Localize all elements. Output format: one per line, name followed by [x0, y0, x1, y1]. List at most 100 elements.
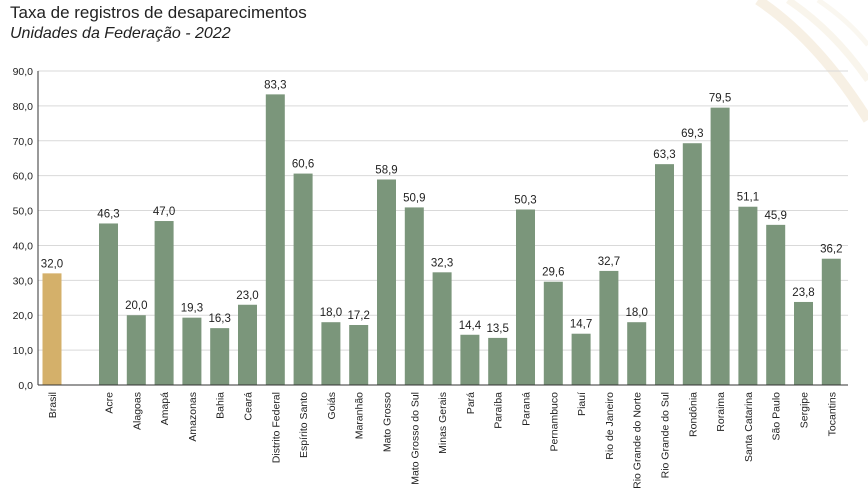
value-label: 50,9 [403, 192, 425, 204]
bar-rondônia [682, 143, 702, 385]
bars [42, 94, 841, 386]
bar-paraíba [488, 337, 508, 385]
x-tick-label: Amazonas [187, 392, 199, 442]
bar-rio-grande-do-norte [627, 322, 647, 385]
x-tick-label: Distrito Federal [270, 392, 282, 463]
x-tick-label: Mato Grosso do Sul [409, 392, 421, 485]
y-tick-label: 90,0 [13, 66, 34, 78]
value-label: 83,3 [264, 79, 286, 91]
y-axis-ticks: 0,0 10,0 20,0 30,0 40,0 50,0 60,0 70,0 80,0 90,0 [13, 66, 34, 392]
x-tick-label: Alagoas [131, 392, 143, 430]
value-label: 13,5 [487, 323, 509, 335]
x-tick-label: Piauí [576, 392, 588, 416]
y-tick-label: 50,0 [13, 206, 34, 218]
bar-são-paulo [766, 224, 786, 385]
value-label: 79,5 [709, 93, 731, 105]
value-label: 69,3 [681, 128, 703, 140]
value-label: 29,6 [542, 267, 564, 279]
bar-espírito-santo [293, 173, 313, 385]
value-label: 23,8 [792, 287, 814, 299]
value-label: 32,3 [431, 257, 453, 269]
bar-roraima [710, 107, 730, 385]
value-label: 20,0 [125, 300, 147, 312]
y-tick-label: 0,0 [18, 380, 33, 392]
x-tick-label: Espírito Santo [298, 392, 310, 458]
bar-paraná [516, 209, 535, 385]
value-label: 32,7 [598, 256, 620, 268]
bar-bahia [210, 328, 230, 385]
x-tick-label: Rio Grande do Sul [660, 392, 672, 478]
y-tick-label: 80,0 [13, 101, 34, 113]
value-label: 19,3 [181, 303, 203, 315]
x-tick-label: São Paulo [771, 392, 783, 441]
x-tick-label: Rio de Janeiro [604, 392, 616, 460]
x-tick-label: Acre [104, 392, 116, 414]
value-label: 50,3 [514, 195, 536, 207]
bar-sergipe [794, 301, 813, 385]
x-tick-label: Maranhão [354, 392, 366, 439]
bar-pará [460, 334, 480, 385]
x-tick-label: Paraíba [493, 392, 505, 429]
value-label: 18,0 [626, 307, 648, 319]
y-tick-label: 70,0 [13, 136, 34, 148]
x-tick-label: Ceará [243, 392, 255, 421]
bar-mato-grosso-do-sul [404, 207, 424, 385]
x-tick-label: Pernambuco [548, 392, 560, 452]
value-label: 32,0 [41, 258, 63, 270]
bar-rio-grande-do-sul [655, 164, 674, 385]
y-tick-label: 10,0 [13, 345, 34, 357]
bar-amazonas [182, 317, 202, 385]
x-tick-label: Tocantins [826, 392, 838, 436]
bar-maranhão [349, 324, 369, 385]
x-tick-label: Brasil [47, 392, 59, 418]
value-label: 23,0 [236, 290, 258, 302]
bar-piauí [571, 333, 591, 385]
x-tick-label: Santa Catarina [743, 392, 755, 462]
value-label: 58,9 [375, 165, 397, 177]
value-label: 14,4 [459, 320, 482, 332]
y-tick-label: 60,0 [13, 171, 34, 183]
value-label: 17,2 [348, 310, 370, 322]
value-label: 14,7 [570, 319, 592, 331]
value-label: 36,2 [820, 244, 842, 256]
y-tick-label: 40,0 [13, 240, 34, 252]
x-tick-label: Amapá [159, 392, 171, 425]
value-label: 45,9 [765, 210, 787, 222]
x-axis-ticks: Brasil Acre Alagoas Amapá Amazonas Bahia Ceará… [47, 392, 838, 489]
value-label: 16,3 [209, 313, 231, 325]
bar-tocantins [821, 258, 841, 385]
value-label: 60,6 [292, 159, 314, 171]
value-label: 63,3 [653, 149, 675, 161]
value-label: 46,3 [97, 208, 119, 220]
bar-goiás [321, 322, 341, 385]
x-tick-label: Bahia [215, 392, 227, 419]
bar-brasil [42, 273, 62, 385]
x-tick-label: Minas Gerais [437, 392, 449, 454]
x-tick-label: Rio Grande do Norte [632, 392, 644, 489]
bar-pernambuco [543, 281, 563, 385]
x-tick-label: Paraná [521, 392, 533, 426]
chart-subtitle: Unidades da Federação - 2022 [10, 25, 231, 42]
x-tick-label: Mato Grosso [382, 392, 394, 452]
value-labels: 32,0 46,3 20,0 47,0 19,3 16,3 23,0 83,3 60,6 18,0… [41, 79, 843, 335]
value-label: 18,0 [320, 307, 342, 319]
x-tick-label: Rondônia [687, 392, 699, 437]
value-label: 51,1 [737, 192, 759, 204]
bar-alagoas [126, 315, 146, 385]
y-tick-label: 20,0 [13, 310, 34, 322]
bar-mato-grosso [377, 179, 396, 385]
bar-minas-gerais [432, 272, 452, 385]
bar-santa-catarina [738, 206, 758, 385]
x-tick-label: Goiás [326, 392, 338, 419]
x-tick-label: Roraima [715, 392, 727, 432]
x-tick-label: Pará [465, 392, 477, 414]
decorative-swoosh [755, 0, 868, 123]
x-tick-label: Sergipe [799, 392, 811, 428]
value-label: 47,0 [153, 206, 175, 218]
bar-acre [99, 223, 118, 385]
y-tick-label: 30,0 [13, 275, 34, 287]
chart-title: Taxa de registros de desaparecimentos [10, 3, 307, 22]
bar-amapá [154, 221, 174, 385]
bar-ceará [238, 304, 257, 385]
